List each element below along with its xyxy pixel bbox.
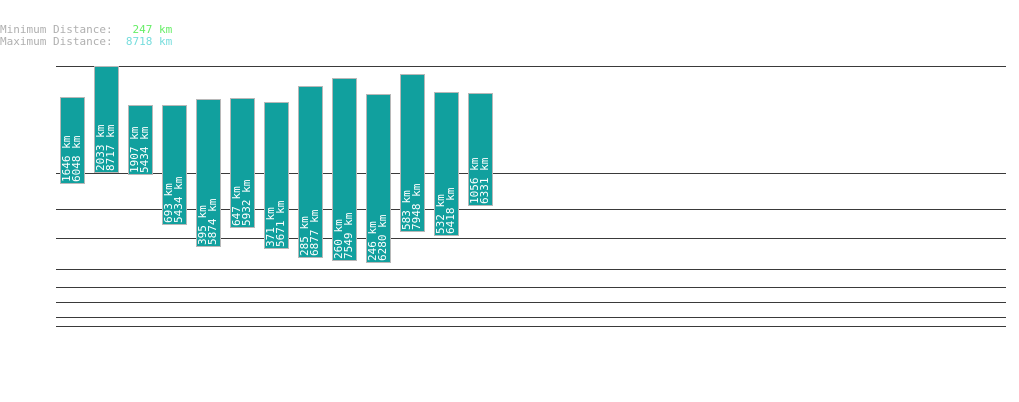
maximum-distance-row: Maximum Distance: 8718 km — [0, 36, 172, 48]
bar-label-line-2: 7549 km — [342, 212, 355, 259]
bar-label: 693 km 5434 km — [163, 176, 185, 223]
grid-line — [56, 66, 1006, 67]
bar-label: 532 km 6418 km — [435, 187, 457, 234]
bar: 246 km 6280 km — [366, 94, 391, 263]
bar-label: 395 km 5874 km — [197, 198, 219, 245]
bar: 532 km 6418 km — [434, 92, 459, 236]
bar-label: 260 km 7549 km — [333, 212, 355, 259]
bar-label: 246 km 6280 km — [367, 214, 389, 261]
bar-label-line-2: 5671 km — [274, 200, 287, 247]
bar: 583 km 7948 km — [400, 74, 425, 232]
bar-label-line-2: 6877 km — [308, 209, 321, 256]
maximum-distance-value: 8718 km — [125, 35, 173, 48]
bar: 1646 km 6048 km — [60, 97, 85, 184]
bar: 285 km 6877 km — [298, 86, 323, 258]
bar: 2033 km 8717 km — [94, 66, 119, 173]
distance-stats: Minimum Distance: 247 km Maximum Distanc… — [0, 24, 172, 48]
minimum-distance-label: Minimum Distance: — [0, 23, 126, 36]
bar-label-line-2: 7948 km — [410, 183, 423, 230]
bar-label: 371 km 5671 km — [265, 200, 287, 247]
bar-label-line-2: 5434 km — [172, 176, 185, 223]
bar: 693 km 5434 km — [162, 105, 187, 225]
bar-label: 2033 km 8717 km — [95, 124, 117, 171]
bar: 260 km 7549 km — [332, 78, 357, 261]
maximum-distance-label: Maximum Distance: — [0, 35, 126, 48]
bar-label-line-2: 6418 km — [444, 187, 457, 234]
bar: 371 km 5671 km — [264, 102, 289, 249]
grid-line — [56, 302, 1006, 303]
bar-label-line-2: 6280 km — [376, 214, 389, 261]
grid-line — [56, 326, 1006, 327]
minimum-distance-row: Minimum Distance: 247 km — [0, 24, 172, 36]
bar: 1907 km 5434 km — [128, 105, 153, 175]
bar: 647 km 5932 km — [230, 98, 255, 228]
bar: 1056 km 6331 km — [468, 93, 493, 206]
bar-label: 1056 km 6331 km — [469, 157, 491, 204]
bar-label: 583 km 7948 km — [401, 183, 423, 230]
grid-line — [56, 209, 1006, 210]
bar-label: 1646 km 6048 km — [61, 135, 83, 182]
bar-label: 647 km 5932 km — [231, 179, 253, 226]
bar-label-line-2: 5874 km — [206, 198, 219, 245]
grid-line — [56, 287, 1006, 288]
bar-label-line-2: 8717 km — [104, 124, 117, 171]
grid-line — [56, 238, 1006, 239]
bar-label-line-2: 5434 km — [138, 126, 151, 173]
bar-label-line-2: 5932 km — [240, 179, 253, 226]
bar: 395 km 5874 km — [196, 99, 221, 247]
grid-line — [56, 317, 1006, 318]
bar-label: 1907 km 5434 km — [129, 126, 151, 173]
minimum-distance-value: 247 km — [125, 23, 173, 36]
grid-line — [56, 173, 1006, 174]
bar-label-line-2: 6048 km — [70, 135, 83, 182]
grid-line — [56, 269, 1006, 270]
bar-label: 285 km 6877 km — [299, 209, 321, 256]
bar-label-line-2: 6331 km — [478, 157, 491, 204]
